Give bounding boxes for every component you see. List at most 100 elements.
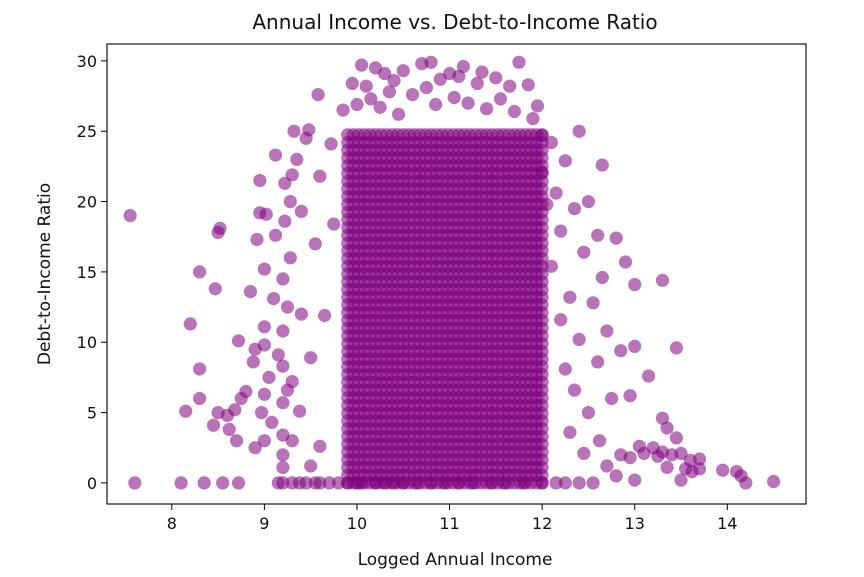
scatter-point [276,272,290,286]
scatter-point [767,474,781,489]
y-tick-label: 10 [77,333,97,352]
scatter-point [387,74,401,88]
scatter-point [179,404,193,418]
scatter-point [716,463,730,477]
scatter-point [257,338,271,352]
scatter-point [287,124,301,138]
scatter-point [285,375,299,389]
scatter-point [535,128,549,142]
scatter-point [373,100,387,114]
scatter-point [336,103,350,117]
scatter-point [595,158,609,172]
scatter-point [674,446,688,460]
scatter-point [549,476,563,490]
scatter-point [618,255,633,269]
scatter-point [563,290,577,304]
scatter-point [313,476,327,490]
scatter-point [595,270,609,285]
x-axis-label: Logged Annual Income [358,550,553,570]
scatter-point [257,434,271,448]
scatter-point [466,476,480,490]
scatter-point [222,422,236,436]
scatter-point [614,344,628,358]
scatter-point [318,308,332,323]
scatter-point [293,404,307,418]
scatter-point [660,421,674,435]
scatter-point [563,425,577,439]
scatter-point [577,245,591,259]
x-tick-label: 14 [717,514,737,533]
scatter-point [530,99,545,113]
scatter-point [193,362,207,376]
scatter-point [535,476,549,490]
scatter-point [313,169,327,183]
x-tick-label: 13 [625,514,645,533]
scatter-point [452,69,466,83]
scatter-point [359,79,373,93]
scatter-point [311,88,325,102]
scatter-point [549,186,563,200]
scatter-point [628,278,642,292]
scatter-point [299,476,313,490]
scatter-point [660,460,674,474]
scatter-point [739,476,753,490]
scatter-point [521,78,535,92]
scatter-point [577,446,591,460]
scatter-point [206,418,221,432]
scatter-point [452,476,466,490]
scatter-point [231,476,246,490]
scatter-point [355,58,369,72]
scatter-point [609,231,623,245]
scatter-point [447,90,461,105]
x-tick-label: 10 [347,514,367,533]
scatter-point [692,452,707,466]
scatter-point [623,451,637,465]
scatter-point [364,92,378,106]
scatter-point [259,207,273,221]
scatter-point [276,476,290,490]
scatter-point [554,224,568,238]
y-tick-label: 25 [77,122,97,141]
scatter-point [503,79,517,93]
scatter-point [493,92,508,106]
scatter-point [609,469,623,483]
scatter-point [517,476,531,490]
scatter-point [302,123,316,137]
scatter-point [655,273,670,287]
scatter-point [600,324,614,338]
scatter-point [228,403,242,417]
scatter-point [489,71,503,85]
scatter-point [535,165,549,179]
scatter-point [544,259,559,273]
scatter-point [526,112,540,126]
scatter-point [581,195,596,209]
scatter-point [438,476,452,490]
scatter-point [250,232,264,247]
scatter-point [655,411,670,425]
y-tick-label: 20 [77,193,97,212]
scatter-point [239,384,253,399]
scatter-point [558,362,572,376]
scatter-point [276,448,290,462]
scatter-point [475,65,489,79]
y-tick-label: 30 [77,52,97,71]
scatter-point [396,64,410,78]
scatter-point [283,251,297,265]
scatter-point [429,97,443,112]
y-axis-label: Debt-to-Income Ratio [35,183,55,365]
chart-title: Annual Income vs. Debt-to-Income Ratio [252,10,657,34]
scatter-point [586,476,600,490]
scatter-point [313,439,327,453]
scatter-point [581,406,596,420]
scatter-point [248,441,262,455]
plot-area [123,55,781,490]
scatter-point [405,88,420,102]
scatter-point [507,104,521,119]
scatter-point [350,97,364,112]
scatter-point [216,476,230,490]
scatter-point [268,228,283,242]
scatter-point [322,476,336,490]
scatter-point [280,300,295,314]
scatter-point [278,176,292,190]
scatter-point [558,154,572,168]
